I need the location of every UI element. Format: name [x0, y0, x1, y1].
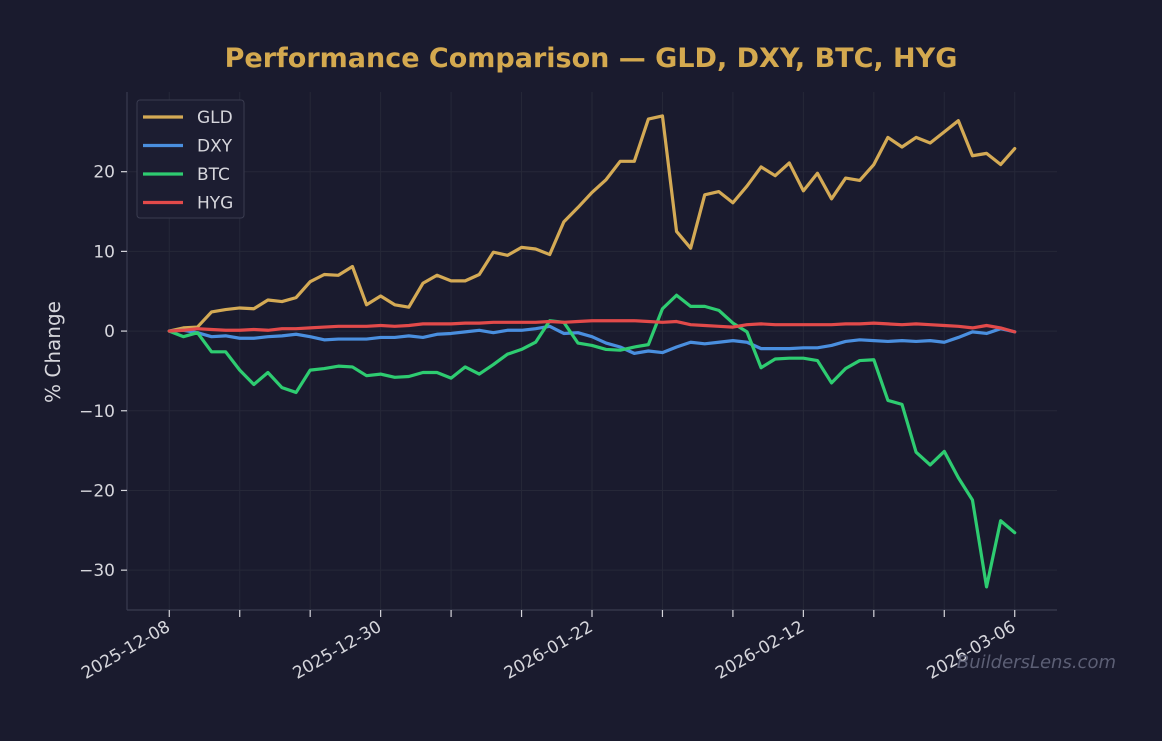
y-tick-label-4: −20 [79, 481, 115, 501]
series-lines [167, 114, 1017, 589]
series-line-dxy [167, 324, 1017, 355]
chart-title: Performance Comparison — GLD, DXY, BTC, … [225, 43, 958, 74]
series-line-hyg [167, 319, 1017, 334]
series-line-gld [167, 114, 1017, 333]
legend-label-btc: BTC [197, 165, 230, 185]
legend-label-dxy: DXY [197, 137, 233, 157]
legend-box [136, 99, 245, 219]
y-tick-label-0: 20 [93, 163, 115, 183]
y-axis-label: % Change [41, 301, 65, 403]
y-tick-label-3: −10 [79, 402, 115, 422]
series-line-btc [167, 293, 1017, 589]
legend-label-hyg: HYG [197, 194, 233, 214]
legend: GLD DXY BTC HYG [136, 99, 245, 219]
watermark-text: BuildersLens.com [957, 652, 1116, 673]
y-tick-label-2: 0 [104, 322, 115, 342]
y-tick-label-1: 10 [93, 242, 115, 262]
legend-label-gld: GLD [197, 108, 233, 128]
y-tick-label-5: −30 [79, 561, 115, 581]
